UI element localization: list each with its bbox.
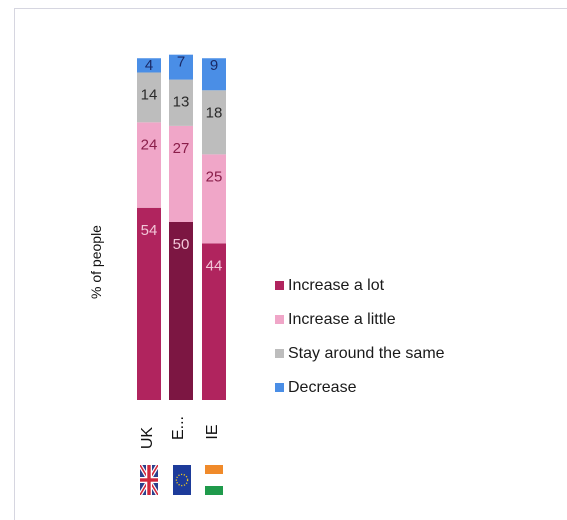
x-tick-label-ie: IE — [204, 424, 221, 440]
x-tick-label-eu: E... — [170, 415, 187, 441]
bar-segment-uk-2 — [137, 72, 161, 123]
legend-label: Stay around the same — [288, 344, 445, 362]
ireland-flag-icon — [205, 465, 223, 495]
eu-flag-icon — [173, 465, 191, 495]
legend-item-stay-around-the-same: Stay around the same — [275, 342, 445, 365]
bar-segment-e-3 — [169, 54, 193, 80]
data-label: 44 — [206, 257, 223, 274]
legend-label: Decrease — [288, 378, 357, 396]
legend-swatch — [275, 349, 284, 358]
bar-segment-uk-3 — [137, 58, 161, 73]
chart-frame — [14, 8, 567, 520]
bar-segment-e-1 — [169, 125, 193, 222]
bar-segment-e-2 — [169, 79, 193, 126]
y-axis-label: % of people — [88, 225, 104, 299]
bar-segment-uk-1 — [137, 122, 161, 208]
legend-item-increase-a-little: Increase a little — [275, 308, 445, 331]
uk-flag-icon — [140, 465, 158, 495]
data-label: 54 — [141, 222, 158, 239]
bar-segment-uk-0 — [137, 207, 161, 400]
legend-item-decrease: Decrease — [275, 376, 445, 399]
bar-segment-ie-1 — [202, 154, 226, 244]
bar-segment-ie-0 — [202, 243, 226, 400]
bar-segment-ie-3 — [202, 58, 226, 91]
bar-segment-ie-2 — [202, 90, 226, 155]
x-tick-label-uk: UK — [139, 426, 156, 450]
legend-swatch — [275, 281, 284, 290]
data-label: 14 — [141, 86, 158, 103]
data-label: 9 — [210, 57, 218, 74]
legend-label: Increase a little — [288, 310, 396, 328]
data-label: 13 — [173, 94, 190, 111]
data-label: 7 — [177, 54, 185, 71]
data-label: 27 — [173, 140, 190, 157]
legend-label: Increase a lot — [288, 276, 385, 294]
data-label: 18 — [206, 104, 223, 121]
data-label: 50 — [173, 236, 190, 253]
legend-item-increase-a-lot: Increase a lot — [275, 274, 445, 297]
data-label: 25 — [206, 168, 223, 185]
bar-segment-e-0 — [169, 222, 193, 400]
legend: Increase a lot Increase a little Stay ar… — [275, 274, 445, 410]
legend-swatch — [275, 383, 284, 392]
legend-swatch — [275, 315, 284, 324]
data-label: 24 — [141, 136, 158, 153]
data-label: 4 — [145, 57, 153, 74]
